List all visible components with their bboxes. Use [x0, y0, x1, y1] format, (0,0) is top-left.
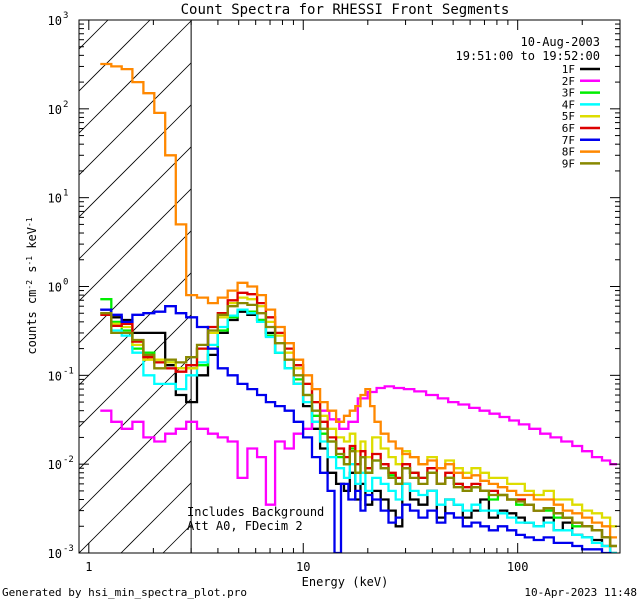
time-range-label: 19:51:00 to 19:52:00 — [456, 49, 601, 63]
series-line-7F — [100, 305, 612, 553]
series-line-4F — [100, 308, 617, 553]
hatch-line — [79, 20, 277, 218]
legend-label-8F: 8F — [562, 146, 575, 159]
x-tick-label: 10 — [296, 560, 310, 574]
series-line-9F — [100, 301, 617, 548]
hatch-line — [79, 20, 193, 134]
legend-label-9F: 9F — [562, 157, 575, 170]
y-tick-label: 10 — [48, 281, 62, 295]
y-tick-label: 10 — [48, 547, 62, 561]
y-tick-exponent: 1 — [63, 189, 68, 199]
y-axis-label: counts cm-2 s-1 keV-1 — [25, 217, 40, 354]
y-tick-exponent: 2 — [63, 100, 68, 110]
legend-label-2F: 2F — [562, 75, 575, 88]
y-tick-label: 10 — [48, 369, 62, 383]
y-tick-label: 10 — [48, 14, 62, 28]
hatch-line — [79, 20, 235, 176]
y-tick-exponent: 3 — [63, 11, 68, 21]
chart-title: Count Spectra for RHESSI Front Segments — [181, 2, 510, 18]
hatch-line — [625, 20, 640, 553]
annotation-attenuator: Att A0, FDecim 2 — [187, 519, 303, 533]
series-line-5F — [100, 296, 617, 528]
legend-label-7F: 7F — [562, 134, 575, 147]
footer-timestamp: 10-Apr-2023 11:48 — [524, 586, 637, 599]
date-label: 10-Aug-2003 — [521, 35, 600, 49]
y-tick-exponent: -3 — [63, 544, 74, 554]
x-tick-label: 1 — [85, 560, 92, 574]
hatch-line — [79, 20, 151, 92]
y-tick-exponent: -2 — [63, 455, 74, 465]
footer-generated-by: Generated by hsi_min_spectra_plot.pro — [2, 586, 247, 599]
y-tick-exponent: -1 — [63, 366, 74, 376]
annotation-background: Includes Background — [187, 505, 324, 519]
legend-label-1F: 1F — [562, 63, 575, 76]
y-tick-label: 10 — [48, 458, 62, 472]
series-line-2F — [100, 385, 617, 506]
y-tick-label: 10 — [48, 103, 62, 117]
legend-label-5F: 5F — [562, 110, 575, 123]
legend-label-4F: 4F — [562, 98, 575, 111]
y-tick-label: 10 — [48, 192, 62, 206]
y-tick-exponent: 0 — [63, 278, 68, 288]
legend-label-6F: 6F — [562, 122, 575, 135]
x-tick-label: 100 — [507, 560, 529, 574]
legend-label-3F: 3F — [562, 87, 575, 100]
series-line-8F — [100, 62, 617, 539]
x-axis-label: Energy (keV) — [302, 575, 389, 589]
